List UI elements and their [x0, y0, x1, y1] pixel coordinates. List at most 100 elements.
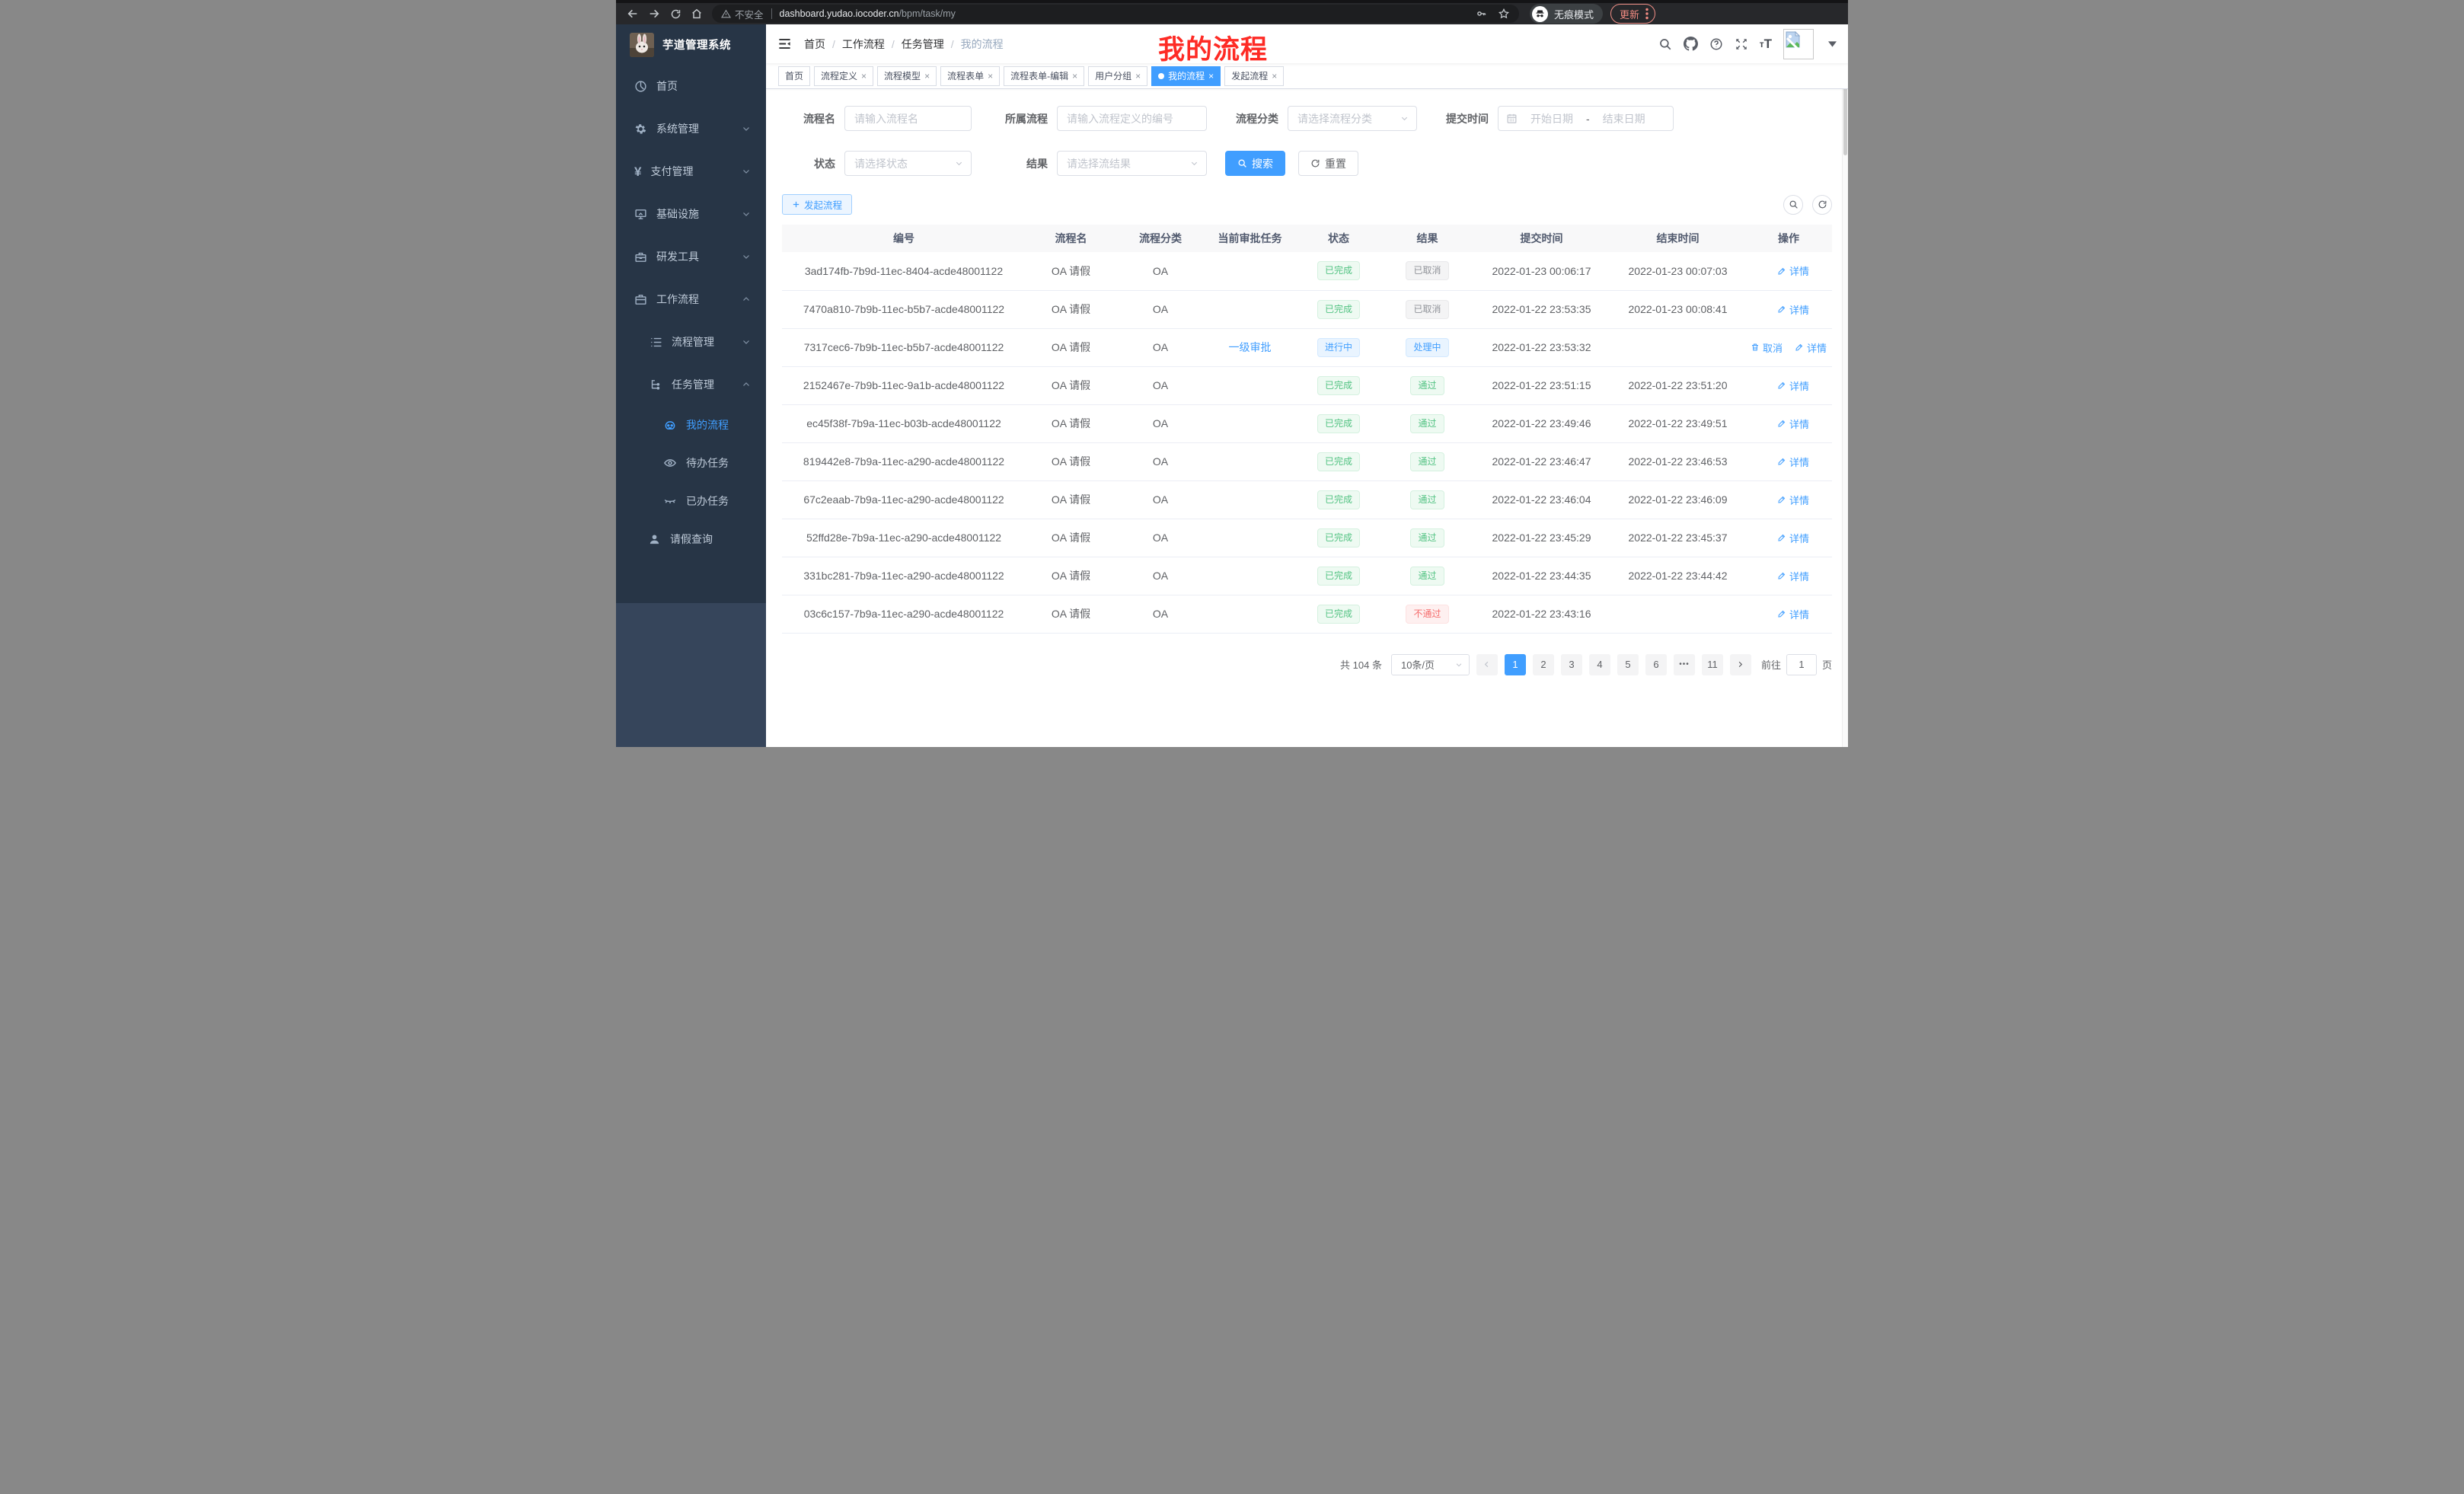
cell-current-task	[1205, 366, 1295, 405]
tab-home[interactable]: 首页	[778, 65, 811, 86]
sidebar-item-system[interactable]: 系统管理	[616, 107, 766, 150]
breadcrumb-home[interactable]: 首页	[804, 37, 825, 50]
process-definition-input[interactable]	[1057, 106, 1207, 131]
search-button[interactable]: 搜索	[1225, 151, 1285, 176]
tab-start-process[interactable]: 发起流程 ×	[1224, 65, 1285, 86]
prev-page-button[interactable]	[1476, 653, 1498, 675]
page-button[interactable]: 5	[1617, 653, 1639, 675]
avatar[interactable]	[1783, 28, 1814, 59]
filter-row-1: 流程名 所属流程 流程分类 请选择流程分类 提交时间	[782, 106, 1832, 131]
sidebar-item-payment[interactable]: ¥ 支付管理	[616, 150, 766, 193]
scrollbar-thumb[interactable]	[1843, 26, 1847, 155]
reset-button[interactable]: 重置	[1298, 151, 1358, 176]
show-search-button[interactable]	[1783, 194, 1803, 215]
tab-process-definition[interactable]: 流程定义 ×	[814, 65, 874, 86]
sidebar-item-my-processes[interactable]: 我的流程	[616, 406, 766, 444]
reload-icon[interactable]	[665, 5, 686, 23]
address-bar[interactable]: 不安全 dashboard.yudao.iocoder.cn/bpm/task/…	[712, 5, 1519, 23]
fullscreen-icon[interactable]	[1735, 37, 1748, 51]
forward-icon[interactable]	[643, 5, 665, 23]
tab-process-form[interactable]: 流程表单 ×	[940, 65, 1001, 86]
user-icon	[648, 533, 661, 546]
page-button[interactable]: 2	[1532, 653, 1554, 675]
incognito-badge[interactable]: 无痕模式	[1530, 4, 1604, 24]
close-icon[interactable]: ×	[988, 70, 994, 81]
tab-user-group[interactable]: 用户分组 ×	[1088, 65, 1148, 86]
cell-submit-time: 2022-01-22 23:53:35	[1473, 290, 1610, 329]
sidebar-item-infra[interactable]: 基础设施	[616, 193, 766, 235]
sidebar-item-devtools[interactable]: 研发工具	[616, 235, 766, 278]
breadcrumb-workflow[interactable]: 工作流程	[841, 37, 885, 50]
update-button[interactable]: 更新	[1610, 4, 1656, 24]
page-scrollbar[interactable]	[1842, 24, 1848, 747]
detail-action-label: 详情	[1789, 456, 1809, 468]
close-icon[interactable]: ×	[1208, 70, 1214, 81]
detail-action[interactable]: 详情	[1777, 455, 1809, 469]
page-size-select[interactable]: 10条/页	[1390, 653, 1470, 675]
sidebar-item-leave-query[interactable]: 请假查询	[616, 520, 766, 558]
close-icon[interactable]: ×	[861, 70, 867, 81]
page-button[interactable]: 11	[1701, 653, 1723, 675]
detail-action[interactable]: 详情	[1777, 417, 1809, 431]
cancel-action[interactable]: 取消	[1751, 340, 1783, 355]
sidebar-item-task-management[interactable]: 任务管理	[616, 363, 766, 406]
sidebar-item-done-tasks[interactable]: 已办任务	[616, 482, 766, 520]
logo[interactable]: 芋道管理系统	[616, 24, 766, 65]
detail-action[interactable]: 详情	[1777, 263, 1809, 278]
sidebar-collapse-icon[interactable]	[777, 37, 792, 51]
close-icon[interactable]: ×	[1135, 70, 1141, 81]
browser-menu-icon[interactable]	[1645, 8, 1649, 20]
page-button[interactable]: 6	[1645, 653, 1667, 675]
github-icon[interactable]	[1683, 37, 1698, 51]
tab-process-form-edit[interactable]: 流程表单-编辑 ×	[1004, 65, 1085, 86]
chevron-down-icon	[742, 337, 751, 346]
next-page-button[interactable]	[1729, 653, 1751, 675]
breadcrumb-separator: /	[950, 37, 954, 50]
tab-process-model[interactable]: 流程模型 ×	[877, 65, 937, 86]
url-path[interactable]: /bpm/task/my	[898, 8, 956, 19]
detail-action[interactable]: 详情	[1777, 569, 1809, 583]
sidebar-item-process-management[interactable]: 流程管理	[616, 321, 766, 363]
sidebar-item-workflow[interactable]: 工作流程	[616, 278, 766, 321]
home-icon[interactable]	[686, 5, 707, 23]
process-category-select[interactable]: 请选择流程分类	[1288, 106, 1417, 131]
help-icon[interactable]	[1709, 37, 1723, 51]
refresh-table-button[interactable]	[1812, 194, 1832, 215]
status-select[interactable]: 请选择状态	[844, 151, 972, 176]
start-process-button[interactable]: 发起流程	[782, 194, 853, 215]
goto-page-input[interactable]	[1786, 653, 1817, 675]
close-icon[interactable]: ×	[1072, 70, 1078, 81]
close-icon[interactable]: ×	[1272, 70, 1278, 81]
page-button[interactable]: 4	[1588, 653, 1610, 675]
detail-action[interactable]: 详情	[1777, 493, 1809, 507]
key-icon[interactable]	[1476, 8, 1487, 20]
search-icon[interactable]	[1658, 37, 1672, 51]
current-task-link[interactable]: 一级审批	[1228, 341, 1272, 353]
sidebar-item-home[interactable]: 首页	[616, 65, 766, 107]
breadcrumb-task-management[interactable]: 任务管理	[901, 37, 944, 50]
detail-action[interactable]: 详情	[1777, 378, 1809, 393]
result-select[interactable]: 请选择流结果	[1057, 151, 1207, 176]
page-button[interactable]: 3	[1560, 653, 1582, 675]
star-icon[interactable]	[1498, 8, 1510, 20]
process-name-input[interactable]	[844, 106, 972, 131]
page-button[interactable]: •••	[1673, 653, 1695, 675]
calendar-icon	[1506, 113, 1518, 124]
detail-action[interactable]: 详情	[1795, 340, 1827, 355]
back-icon[interactable]	[622, 5, 643, 23]
url-host[interactable]: dashboard.yudao.iocoder.cn	[779, 8, 899, 19]
close-icon[interactable]: ×	[924, 70, 930, 81]
detail-action[interactable]: 详情	[1777, 531, 1809, 545]
security-warning[interactable]: 不安全	[721, 7, 764, 21]
end-date-input[interactable]	[1595, 112, 1652, 125]
start-date-input[interactable]	[1524, 112, 1580, 125]
cell-id: ec45f38f-7b9a-11ec-b03b-acde48001122	[782, 404, 1026, 443]
detail-action[interactable]: 详情	[1777, 607, 1809, 621]
caret-down-icon[interactable]	[1828, 40, 1837, 47]
submit-time-range[interactable]: -	[1498, 106, 1674, 131]
detail-action[interactable]: 详情	[1777, 302, 1809, 317]
tab-my-processes[interactable]: 我的流程 ×	[1151, 65, 1221, 86]
sidebar-item-todo-tasks[interactable]: 待办任务	[616, 444, 766, 482]
page-button[interactable]: 1	[1504, 653, 1526, 675]
